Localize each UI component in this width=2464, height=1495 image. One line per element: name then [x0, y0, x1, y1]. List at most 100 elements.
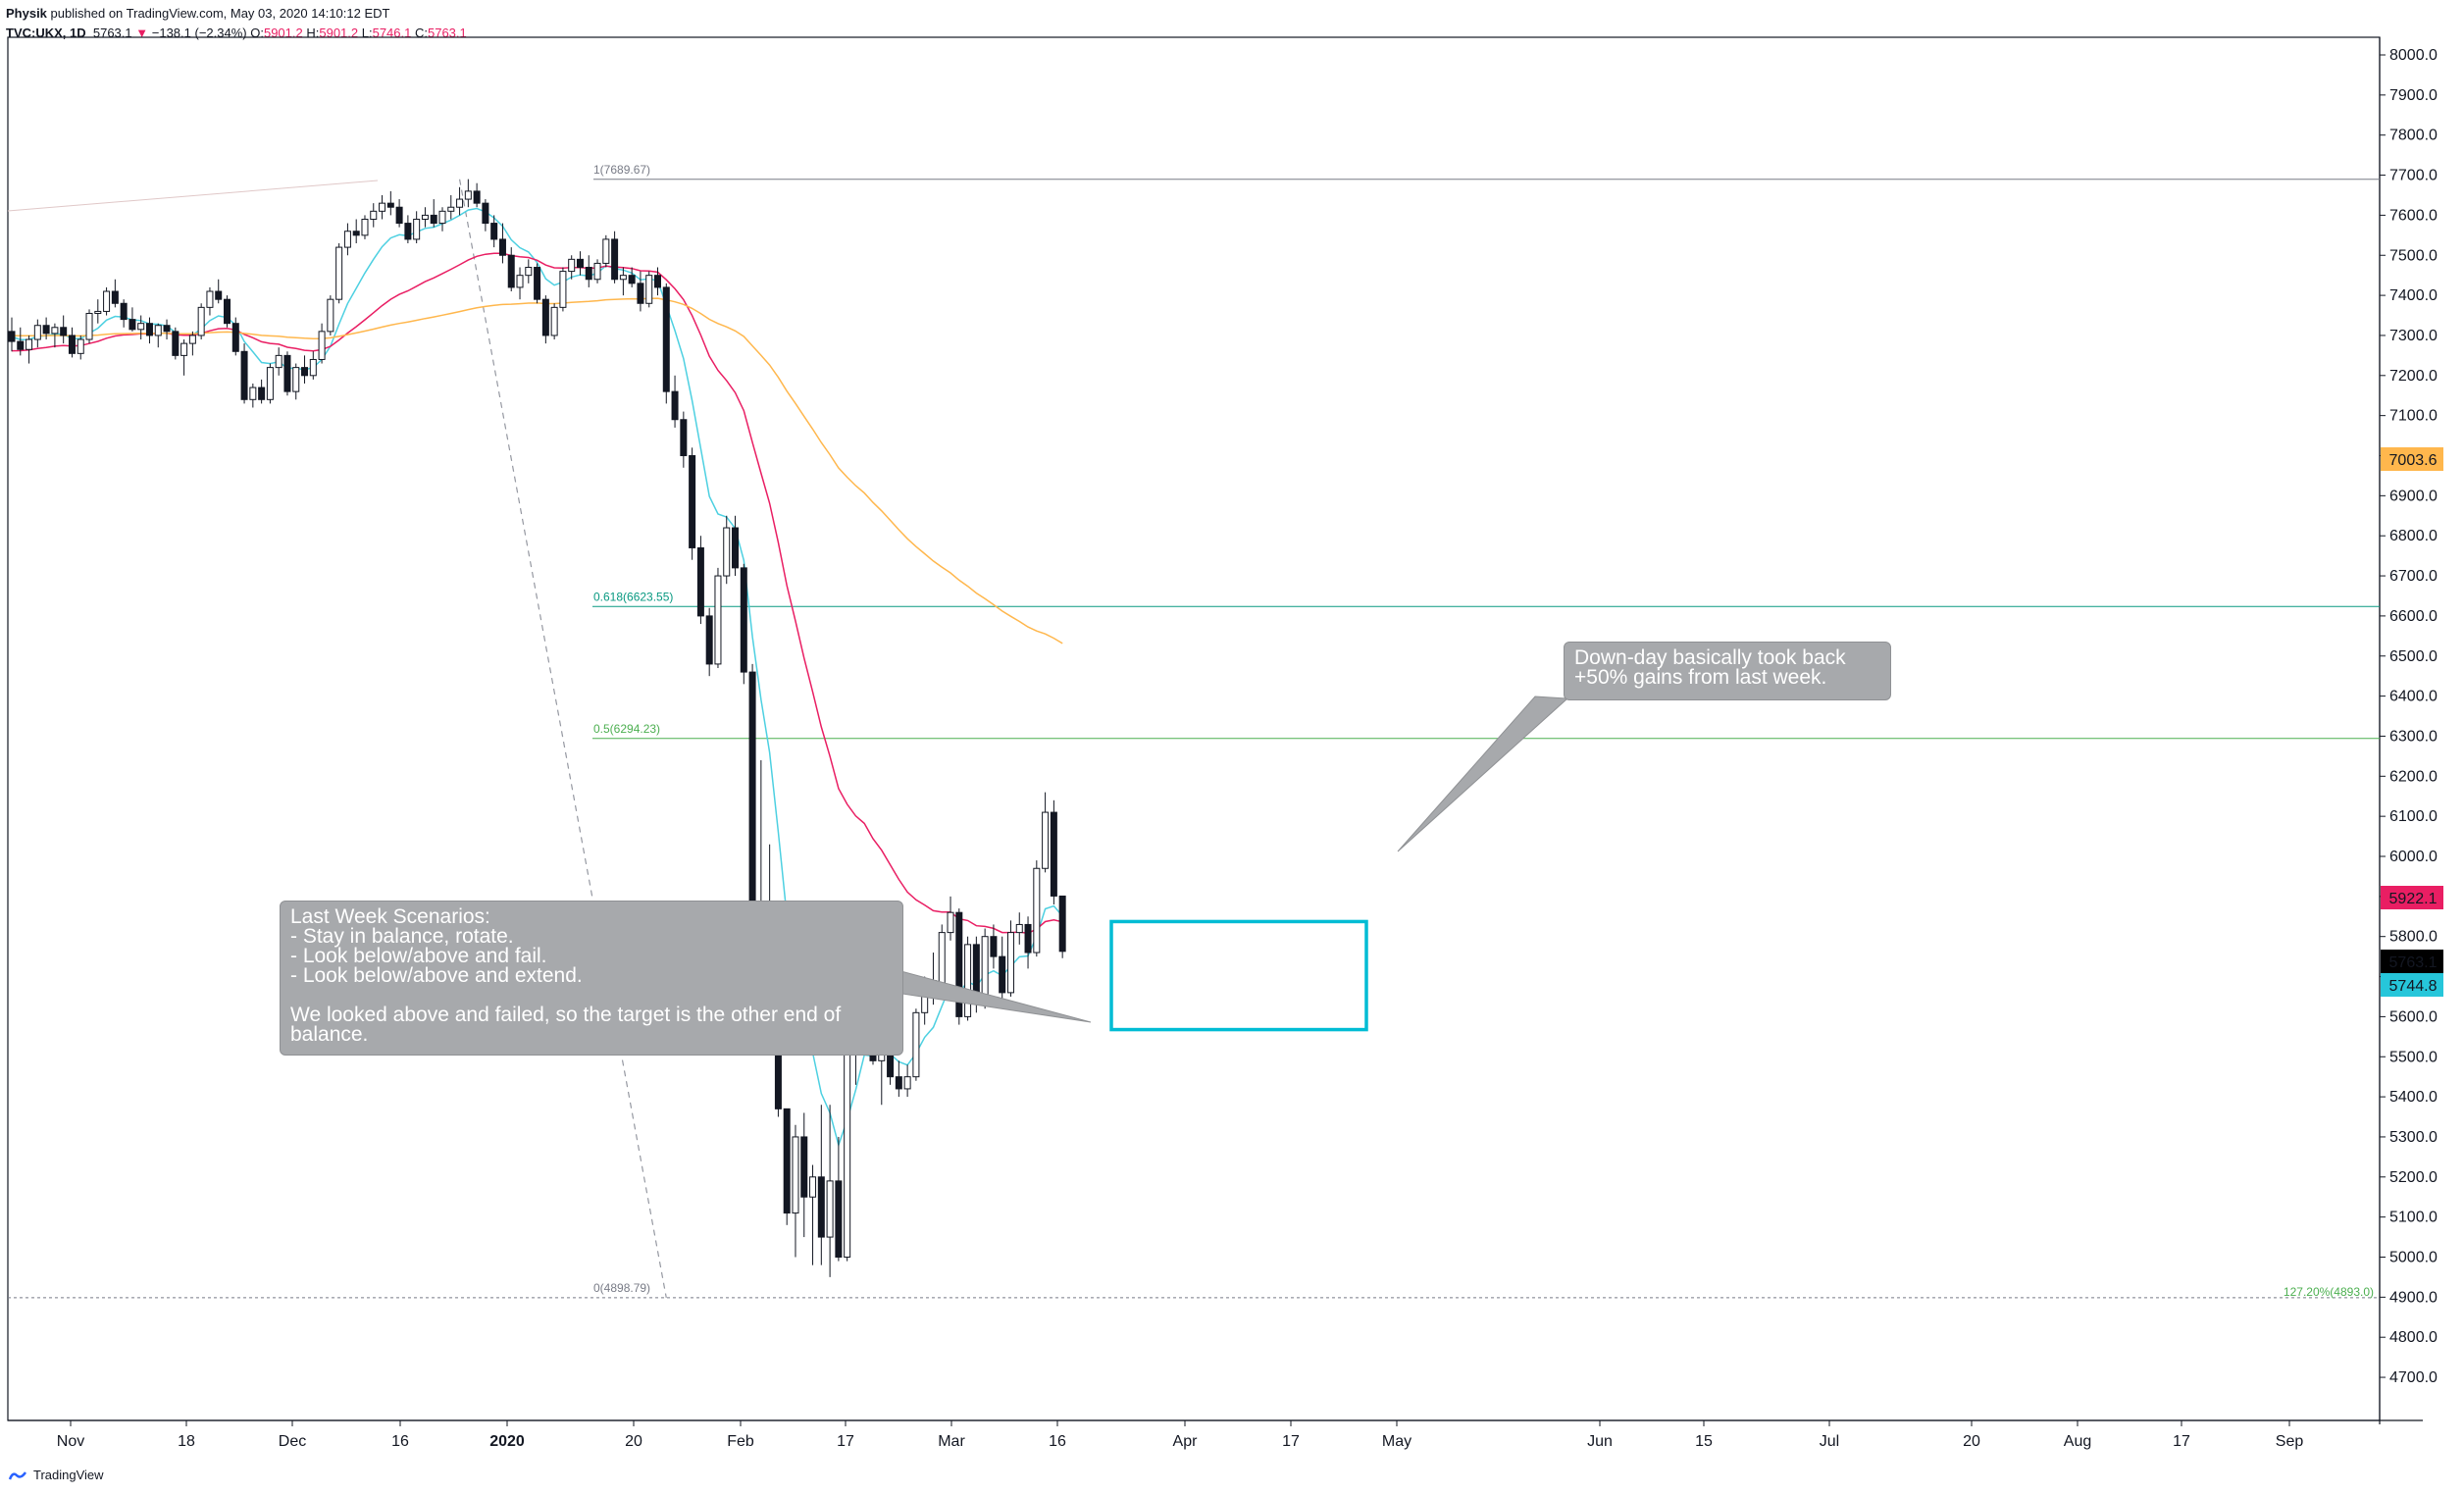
candle-body — [723, 527, 731, 577]
fib-level-label: 1(7689.67) — [593, 163, 650, 177]
candle-body — [654, 275, 661, 288]
candle-body — [1050, 811, 1057, 897]
candle-body — [740, 567, 747, 673]
y-tick-label: 6300.0 — [2389, 728, 2438, 745]
candle-body — [379, 202, 386, 212]
candle-body — [197, 306, 205, 336]
y-tick-label: 7300.0 — [2389, 328, 2438, 344]
close-value: 5763.1 — [427, 26, 467, 40]
x-tick-label: Dec — [279, 1433, 306, 1450]
publish-line: Physik published on TradingView.com, May… — [6, 4, 467, 24]
candle-body — [26, 338, 33, 350]
open-label: O: — [250, 26, 264, 40]
candle-body — [585, 267, 592, 281]
candle-body — [550, 306, 558, 336]
x-tick-label: May — [1382, 1433, 1412, 1450]
candle-body — [266, 367, 274, 400]
y-tick-label: 5200.0 — [2389, 1169, 2438, 1186]
x-tick-label: Jul — [1820, 1433, 1839, 1450]
y-tick-label: 4800.0 — [2389, 1329, 2438, 1346]
candle-body — [456, 198, 464, 208]
y-tick-label: 7900.0 — [2389, 87, 2438, 104]
y-tick-label: 6400.0 — [2389, 689, 2438, 705]
candle-body — [516, 275, 524, 288]
candle-body — [77, 338, 84, 354]
candle-body — [628, 275, 636, 284]
y-tick-label: 6000.0 — [2389, 849, 2438, 865]
x-tick-label: 15 — [1695, 1433, 1713, 1450]
candle-body — [482, 202, 489, 225]
candle-body — [361, 218, 369, 236]
x-tick-label: 20 — [625, 1433, 642, 1450]
candle-body — [51, 327, 59, 335]
candle-body — [696, 546, 704, 617]
candle-body — [981, 936, 989, 1002]
candle-body — [1033, 867, 1041, 954]
symbol-label[interactable]: TVC:UKX, 1D — [6, 26, 86, 40]
candle-body — [800, 1136, 808, 1198]
ma-slow-line — [11, 297, 1063, 644]
footer-brand: TradingView — [8, 1468, 104, 1482]
close-label: C: — [414, 26, 428, 40]
candle-body — [172, 331, 180, 356]
candle-body — [224, 298, 231, 325]
candle-body — [438, 210, 446, 225]
y-tick-label: 5400.0 — [2389, 1089, 2438, 1106]
extension-label: 127.20%(4893.0) — [2284, 1285, 2374, 1299]
y-tick-label: 5300.0 — [2389, 1129, 2438, 1146]
candle-body — [783, 1108, 791, 1214]
y-tick-label: 5500.0 — [2389, 1049, 2438, 1065]
right-annotation-note[interactable]: Down-day basically took back +50% gains … — [1564, 642, 1891, 700]
price-label-bg — [2381, 447, 2443, 471]
price-label-bg — [2381, 973, 2443, 997]
y-tick-label: 6200.0 — [2389, 768, 2438, 785]
candle-body — [231, 323, 239, 352]
candle-body — [507, 254, 515, 288]
x-tick-label: 16 — [1049, 1433, 1066, 1450]
y-tick-label: 4700.0 — [2389, 1369, 2438, 1386]
x-tick-label: Sep — [2276, 1433, 2304, 1450]
y-tick-label: 7500.0 — [2389, 247, 2438, 264]
candle-body — [748, 671, 756, 905]
candle-body — [619, 275, 627, 281]
candle-body — [430, 214, 437, 225]
ohlc-line: TVC:UKX, 1D 5763.1 ▼ −138.1 (−2.34%) O:5… — [6, 24, 467, 43]
left-annotation-note[interactable]: Last Week Scenarios: - Stay in balance, … — [280, 901, 903, 1056]
candle-body — [602, 238, 610, 264]
candle-body — [912, 1011, 920, 1078]
fib-level-label: 0.5(6294.23) — [593, 722, 660, 736]
x-tick-label: 2020 — [489, 1433, 525, 1450]
author-name[interactable]: Physik — [6, 6, 47, 21]
candle-body — [335, 246, 343, 300]
candle-body — [240, 350, 248, 400]
candle-body — [705, 615, 713, 665]
balance-box — [1109, 919, 1368, 1032]
candle-body — [145, 323, 153, 336]
candle-body — [258, 387, 266, 400]
candle-body — [792, 1136, 799, 1214]
candle-body — [103, 290, 111, 312]
candle-body — [206, 290, 214, 308]
candle-body — [1042, 811, 1050, 869]
candle-body — [318, 331, 326, 360]
brand-name[interactable]: TradingView — [33, 1468, 104, 1482]
x-tick-label: 16 — [391, 1433, 409, 1450]
triangle-down-icon: ▼ — [135, 26, 149, 40]
candle-body — [999, 955, 1006, 994]
x-tick-label: 17 — [837, 1433, 854, 1450]
candle-body — [180, 342, 188, 356]
y-tick-label: 6700.0 — [2389, 568, 2438, 585]
candle-body — [421, 214, 429, 220]
candle-body — [94, 310, 102, 314]
candle-body — [1006, 932, 1014, 994]
last-price: 5763.1 — [92, 26, 132, 40]
y-tick-label: 7800.0 — [2389, 128, 2438, 144]
candle-body — [111, 290, 119, 304]
candle-body — [404, 223, 412, 240]
fib-level-label: 0(4898.79) — [593, 1281, 650, 1295]
x-tick-label: Nov — [57, 1433, 84, 1450]
candle-body — [352, 231, 360, 236]
y-tick-label: 7400.0 — [2389, 287, 2438, 304]
low-label: L: — [361, 26, 373, 40]
